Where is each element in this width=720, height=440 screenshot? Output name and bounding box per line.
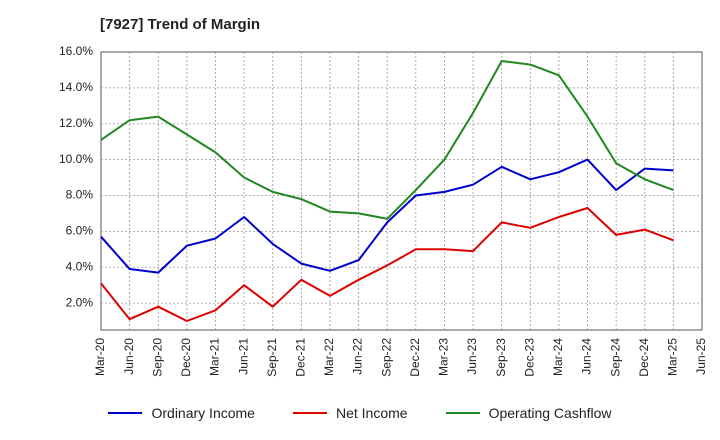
legend-label: Ordinary Income: [151, 405, 255, 421]
x-tick-label: Mar-21: [208, 338, 222, 376]
x-tick-label: Mar-24: [551, 338, 565, 376]
legend: Ordinary Income Net Income Operating Cashf…: [0, 405, 720, 421]
y-tick-label: 8.0%: [66, 188, 94, 202]
y-tick-label: 6.0%: [66, 224, 94, 238]
x-tick-label: Jun-23: [465, 338, 479, 375]
legend-item-ordinary-income: Ordinary Income: [108, 405, 255, 421]
legend-item-net-income: Net Income: [292, 405, 408, 421]
legend-swatch: [445, 412, 480, 414]
y-tick-label: 14.0%: [59, 80, 93, 94]
x-tick-label: Dec-23: [522, 338, 536, 377]
legend-swatch: [292, 412, 327, 414]
y-tick-label: 2.0%: [66, 295, 94, 309]
x-tick-label: Mar-20: [93, 338, 107, 376]
legend-item-operating-cashflow: Operating Cashflow: [445, 405, 612, 421]
x-tick-label: Sep-23: [494, 338, 508, 377]
chart-title: [7927] Trend of Margin: [100, 16, 261, 33]
x-tick-label: Jun-25: [694, 338, 708, 375]
x-tick-label: Mar-22: [322, 338, 336, 376]
x-tick-label: Jun-20: [122, 338, 136, 375]
x-tick-label: Sep-24: [608, 338, 622, 377]
legend-label: Net Income: [335, 405, 408, 421]
y-tick-label: 12.0%: [59, 116, 93, 130]
series-line-ordinary-income: [100, 158, 674, 274]
series-line-operating-cashflow: [100, 60, 674, 220]
series-lines: [100, 60, 674, 322]
axis-tick-labels: Mar-20 Jun-20 Sep-20 Dec-20 Mar-21 Jun-21 Sep-…: [59, 44, 708, 377]
x-tick-label: Jun-22: [351, 338, 365, 375]
legend-swatch: [108, 412, 143, 414]
x-tick-label: Sep-21: [265, 338, 279, 377]
plot-frame: [100, 51, 703, 331]
x-tick-label: Dec-24: [637, 338, 651, 377]
y-tick-label: 16.0%: [59, 44, 93, 58]
series-line-net-income: [100, 207, 674, 322]
x-tick-label: Dec-22: [408, 338, 422, 377]
x-tick-label: Mar-25: [666, 338, 680, 376]
x-tick-label: Jun-21: [236, 338, 250, 375]
y-tick-label: 4.0%: [66, 259, 94, 273]
x-tick-label: Sep-22: [379, 338, 393, 377]
x-tick-label: Sep-20: [150, 338, 164, 377]
x-tick-label: Dec-21: [294, 338, 308, 377]
legend-label: Operating Cashflow: [488, 405, 612, 421]
x-tick-label: Dec-20: [179, 338, 193, 377]
x-tick-label: Jun-24: [580, 338, 594, 375]
margin-line-chart: Mar-20 Jun-20 Sep-20 Dec-20 Mar-21 Jun-21 Sep-…: [59, 44, 708, 377]
gridlines: [100, 51, 703, 331]
x-tick-label: Mar-23: [437, 338, 451, 376]
y-tick-label: 10.0%: [59, 152, 93, 166]
